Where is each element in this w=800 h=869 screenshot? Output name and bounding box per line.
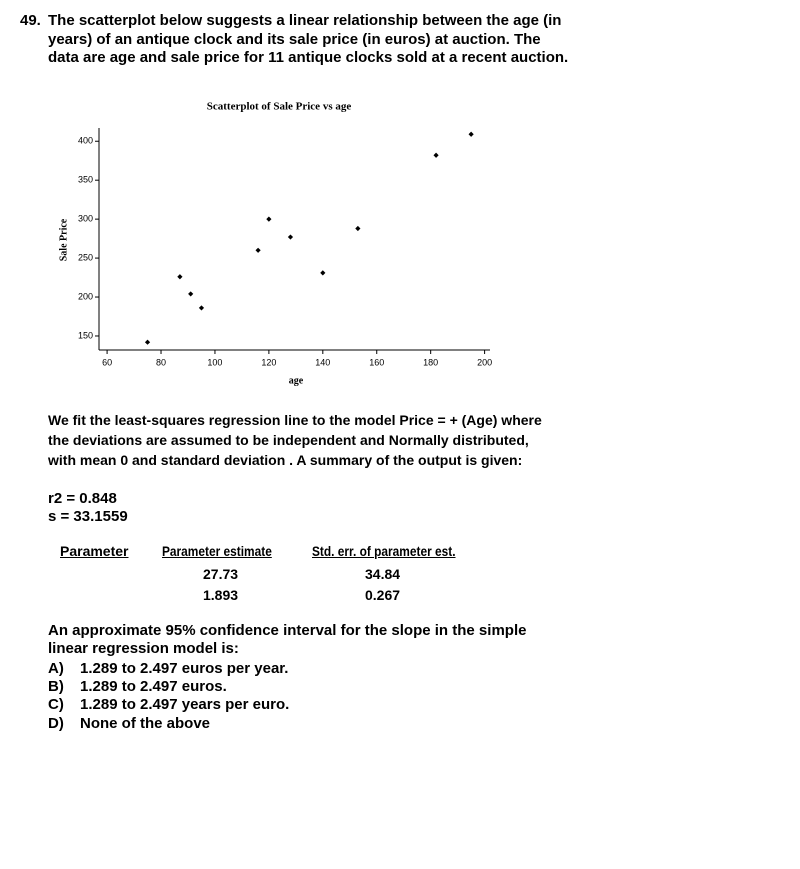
paragraph-line: with mean 0 and standard deviation . A s… xyxy=(48,452,523,468)
stat: r2 = 0.848 xyxy=(48,490,117,507)
y-tick-label: 300 xyxy=(78,214,93,224)
point xyxy=(144,339,151,345)
point xyxy=(198,305,205,311)
table-cell: 34.84 xyxy=(365,566,401,582)
point xyxy=(266,216,272,222)
option-text: 1.289 to 2.497 years per euro. xyxy=(80,696,290,713)
chart: Scatterplot of Sale Price vs age age Sal… xyxy=(58,101,492,387)
y-tick-label: 150 xyxy=(78,330,93,340)
prompt-line: linear regression model is: xyxy=(48,640,239,657)
question-line: data are age and sale price for 11 antiq… xyxy=(48,49,569,66)
option-text: 1.289 to 2.497 euros. xyxy=(80,678,227,695)
point xyxy=(255,247,261,253)
point xyxy=(188,291,194,297)
option-letter: D) xyxy=(48,715,64,732)
question-line: years) of an antique clock and its sale … xyxy=(48,31,541,48)
table-header: Std. err. of parameter est. xyxy=(312,543,456,559)
option-letter: B) xyxy=(48,678,64,695)
x-tick-label: 160 xyxy=(369,357,384,367)
paragraph-line: the deviations are assumed to be indepen… xyxy=(48,432,529,448)
question-number: 49. xyxy=(20,12,41,29)
table-header: Parameter estimate xyxy=(162,543,272,559)
y-tick-label: 200 xyxy=(78,291,93,301)
prompt-line: An approximate 95% confidence interval f… xyxy=(48,622,527,639)
option-letter: C) xyxy=(48,696,64,713)
x-tick-label: 200 xyxy=(477,357,492,367)
table-header: Parameter xyxy=(60,543,129,559)
question-line: The scatterplot below suggests a linear … xyxy=(48,12,562,29)
point xyxy=(320,270,326,276)
point xyxy=(433,152,439,158)
x-tick-label: 140 xyxy=(315,357,330,367)
x-tick-label: 180 xyxy=(423,357,438,367)
table-cell: 27.73 xyxy=(203,566,239,582)
table-cell: 1.893 xyxy=(203,587,239,603)
table-cell: 0.267 xyxy=(365,587,401,603)
x-tick-label: 60 xyxy=(102,357,112,367)
y-tick-label: 400 xyxy=(78,136,93,146)
x-tick-label: 120 xyxy=(261,357,276,367)
stat: s = 33.1559 xyxy=(48,508,128,525)
x-tick-label: 100 xyxy=(207,357,222,367)
point xyxy=(355,225,361,232)
point xyxy=(468,131,474,137)
point xyxy=(177,274,183,280)
paragraph-line: We fit the least-squares regression line… xyxy=(48,412,542,428)
point xyxy=(287,234,294,240)
option-letter: A) xyxy=(48,660,64,677)
option-text: None of the above xyxy=(80,715,211,732)
x-axis-label: age xyxy=(289,375,304,386)
y-tick-label: 250 xyxy=(78,252,93,262)
x-tick-label: 80 xyxy=(156,357,166,367)
option-text: 1.289 to 2.497 euros per year. xyxy=(80,660,289,677)
y-tick-label: 350 xyxy=(78,175,93,185)
chart-title: Scatterplot of Sale Price vs age xyxy=(207,101,352,113)
y-axis-label: Sale Price xyxy=(58,218,69,261)
